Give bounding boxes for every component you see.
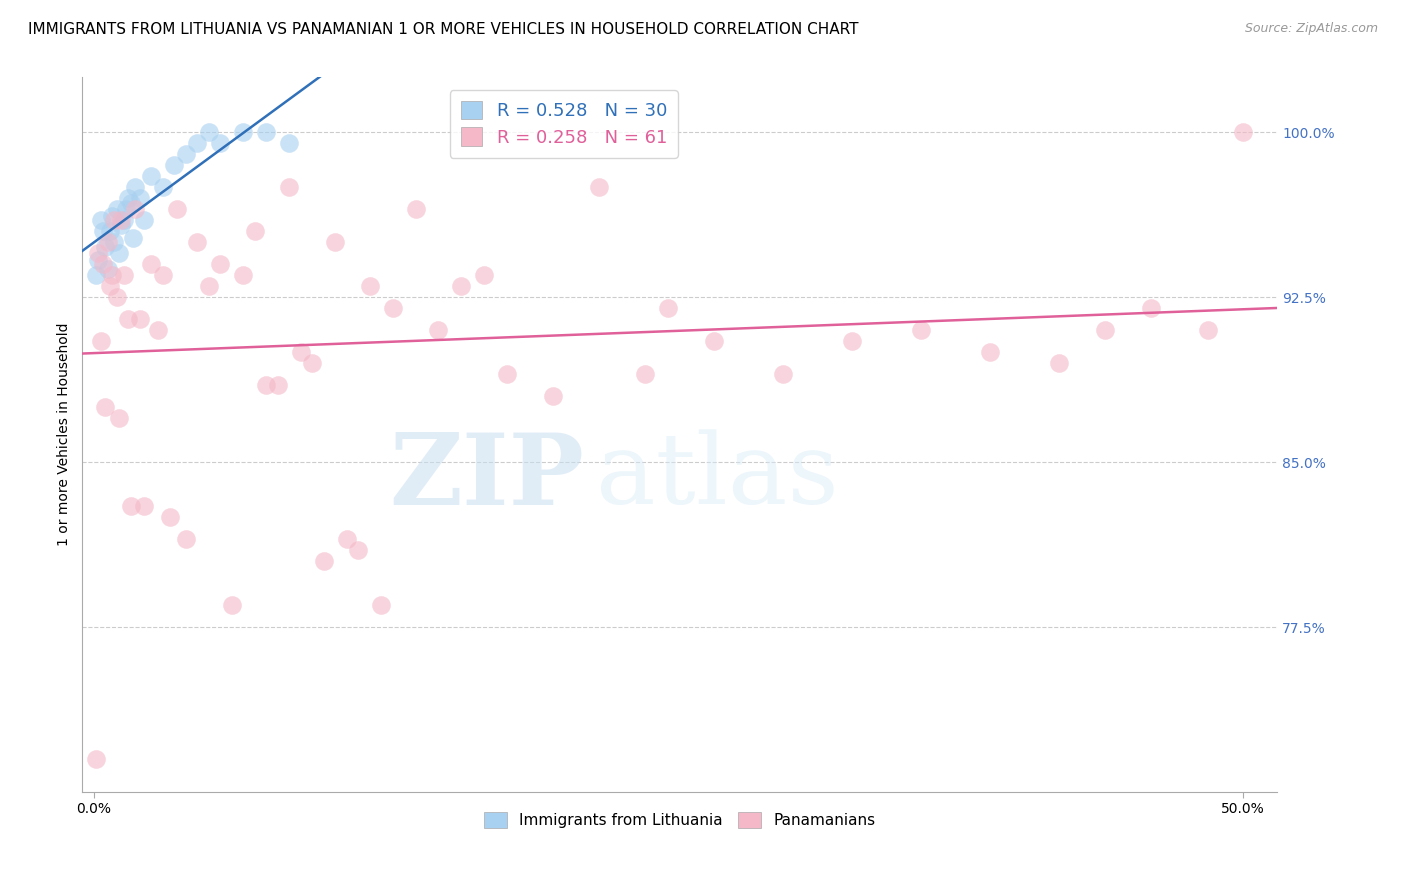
Point bbox=[94, 401, 117, 415]
Point bbox=[87, 246, 110, 260]
Point bbox=[359, 279, 381, 293]
Point bbox=[1047, 356, 1070, 370]
Point bbox=[110, 213, 132, 227]
Point bbox=[312, 554, 335, 568]
Point bbox=[381, 301, 404, 316]
Point bbox=[1197, 323, 1219, 337]
Text: atlas: atlas bbox=[596, 430, 839, 525]
Point bbox=[772, 368, 794, 382]
Point bbox=[152, 180, 174, 194]
Point bbox=[134, 213, 156, 227]
Point bbox=[197, 279, 219, 293]
Point bbox=[117, 191, 139, 205]
Point bbox=[209, 257, 232, 271]
Point bbox=[97, 261, 120, 276]
Point bbox=[98, 224, 121, 238]
Point bbox=[105, 290, 128, 304]
Point bbox=[90, 334, 112, 349]
Point bbox=[98, 279, 121, 293]
Point bbox=[910, 323, 932, 337]
Point bbox=[301, 356, 323, 370]
Y-axis label: 1 or more Vehicles in Household: 1 or more Vehicles in Household bbox=[58, 323, 72, 547]
Point bbox=[103, 213, 125, 227]
Point bbox=[254, 378, 277, 392]
Point bbox=[841, 334, 863, 349]
Point bbox=[84, 752, 107, 766]
Point bbox=[108, 246, 131, 260]
Point bbox=[117, 312, 139, 326]
Point bbox=[266, 378, 288, 392]
Point bbox=[450, 279, 472, 293]
Point bbox=[128, 312, 150, 326]
Point bbox=[120, 499, 142, 513]
Point bbox=[347, 543, 370, 558]
Point bbox=[657, 301, 679, 316]
Point bbox=[101, 209, 124, 223]
Point bbox=[278, 180, 301, 194]
Point bbox=[174, 147, 197, 161]
Point bbox=[101, 268, 124, 283]
Point bbox=[370, 598, 392, 612]
Point bbox=[121, 231, 143, 245]
Point bbox=[128, 191, 150, 205]
Point bbox=[209, 136, 232, 151]
Point bbox=[97, 235, 120, 250]
Point bbox=[112, 213, 135, 227]
Point bbox=[405, 202, 427, 217]
Text: ZIP: ZIP bbox=[389, 429, 583, 526]
Point bbox=[703, 334, 725, 349]
Point bbox=[159, 510, 181, 524]
Point bbox=[84, 268, 107, 283]
Point bbox=[588, 180, 610, 194]
Point bbox=[197, 125, 219, 139]
Point bbox=[543, 389, 565, 403]
Point bbox=[124, 202, 146, 217]
Point bbox=[87, 252, 110, 267]
Point bbox=[186, 136, 208, 151]
Point bbox=[120, 195, 142, 210]
Point bbox=[141, 169, 163, 184]
Point bbox=[110, 218, 132, 232]
Point bbox=[108, 411, 131, 425]
Point bbox=[94, 240, 117, 254]
Point bbox=[979, 345, 1001, 359]
Point bbox=[290, 345, 312, 359]
Point bbox=[141, 257, 163, 271]
Text: Source: ZipAtlas.com: Source: ZipAtlas.com bbox=[1244, 22, 1378, 36]
Point bbox=[1140, 301, 1163, 316]
Point bbox=[134, 499, 156, 513]
Point bbox=[103, 235, 125, 250]
Point bbox=[634, 368, 657, 382]
Point bbox=[90, 213, 112, 227]
Point bbox=[1232, 125, 1254, 139]
Point bbox=[427, 323, 450, 337]
Text: IMMIGRANTS FROM LITHUANIA VS PANAMANIAN 1 OR MORE VEHICLES IN HOUSEHOLD CORRELAT: IMMIGRANTS FROM LITHUANIA VS PANAMANIAN … bbox=[28, 22, 859, 37]
Point bbox=[232, 125, 254, 139]
Point bbox=[278, 136, 301, 151]
Point bbox=[221, 598, 243, 612]
Point bbox=[243, 224, 266, 238]
Point bbox=[174, 532, 197, 546]
Legend: Immigrants from Lithuania, Panamanians: Immigrants from Lithuania, Panamanians bbox=[478, 806, 882, 834]
Point bbox=[232, 268, 254, 283]
Point bbox=[152, 268, 174, 283]
Point bbox=[112, 268, 135, 283]
Point bbox=[146, 323, 169, 337]
Point bbox=[105, 202, 128, 217]
Point bbox=[163, 158, 186, 172]
Point bbox=[474, 268, 496, 283]
Point bbox=[323, 235, 346, 250]
Point bbox=[124, 180, 146, 194]
Point bbox=[91, 224, 114, 238]
Point bbox=[1094, 323, 1116, 337]
Point bbox=[186, 235, 208, 250]
Point bbox=[254, 125, 277, 139]
Point bbox=[91, 257, 114, 271]
Point bbox=[166, 202, 188, 217]
Point bbox=[335, 532, 357, 546]
Point bbox=[115, 202, 138, 217]
Point bbox=[496, 368, 519, 382]
